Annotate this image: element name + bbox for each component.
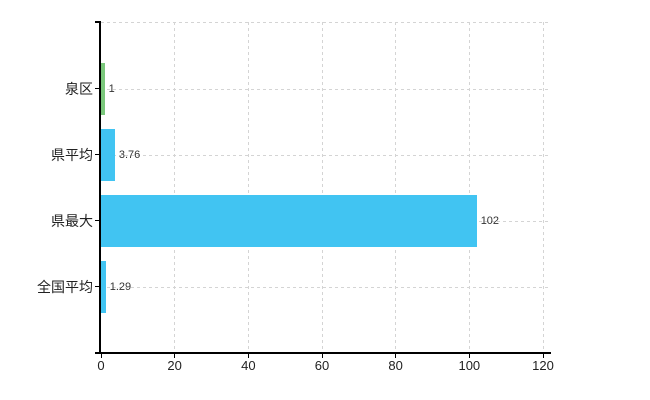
- plot-top-border: [101, 22, 551, 23]
- x-tick-80: [395, 353, 397, 358]
- category-label-2: 県最大: [51, 212, 93, 229]
- x-tick-40: [247, 353, 249, 358]
- x-tick-label-60: 60: [314, 358, 330, 373]
- value-label-1: 3.76: [118, 148, 141, 161]
- gridline-category-3: [101, 286, 551, 288]
- x-tick-label-80: 80: [388, 358, 403, 373]
- y-tick-3: [95, 286, 101, 287]
- plot-area: 1 3.76 102 1.29: [101, 22, 551, 352]
- y-axis-line: [99, 22, 101, 352]
- bar-0[interactable]: [101, 62, 105, 115]
- y-tick-0: [95, 88, 101, 89]
- gridline-x-120: [542, 22, 544, 352]
- value-label-2: 102: [480, 214, 500, 227]
- gridline-category-0: [101, 88, 551, 90]
- x-tick-label-0: 0: [97, 358, 105, 373]
- x-axis-line: [95, 352, 551, 354]
- y-axis-end-tick: [95, 21, 101, 23]
- y-tick-1: [95, 154, 101, 155]
- x-tick-label-100: 100: [458, 358, 481, 373]
- category-label-0: 泉区: [65, 80, 93, 97]
- gridline-x-20: [174, 22, 176, 352]
- gridline-category-1: [101, 154, 551, 156]
- value-label-3: 1.29: [109, 280, 132, 293]
- value-label-0: 1: [108, 82, 115, 95]
- x-tick-60: [321, 353, 323, 358]
- category-label-1: 県平均: [51, 146, 93, 163]
- bar-2[interactable]: [101, 194, 477, 247]
- x-tick-20: [174, 353, 176, 358]
- category-label-3: 全国平均: [37, 278, 93, 295]
- gridline-x-60: [321, 22, 323, 352]
- x-tick-label-20: 20: [167, 358, 182, 373]
- bar-1[interactable]: [101, 128, 115, 181]
- x-tick-0: [100, 353, 102, 358]
- gridline-x-100: [468, 22, 470, 352]
- x-tick-label-40: 40: [241, 358, 256, 373]
- x-tick-label-120: 120: [532, 358, 554, 373]
- gridline-x-80: [395, 22, 397, 352]
- y-tick-2: [95, 220, 101, 221]
- gridline-x-40: [247, 22, 249, 352]
- x-tick-120: [542, 353, 544, 358]
- bar-3[interactable]: [101, 260, 106, 313]
- x-tick-100: [468, 353, 470, 358]
